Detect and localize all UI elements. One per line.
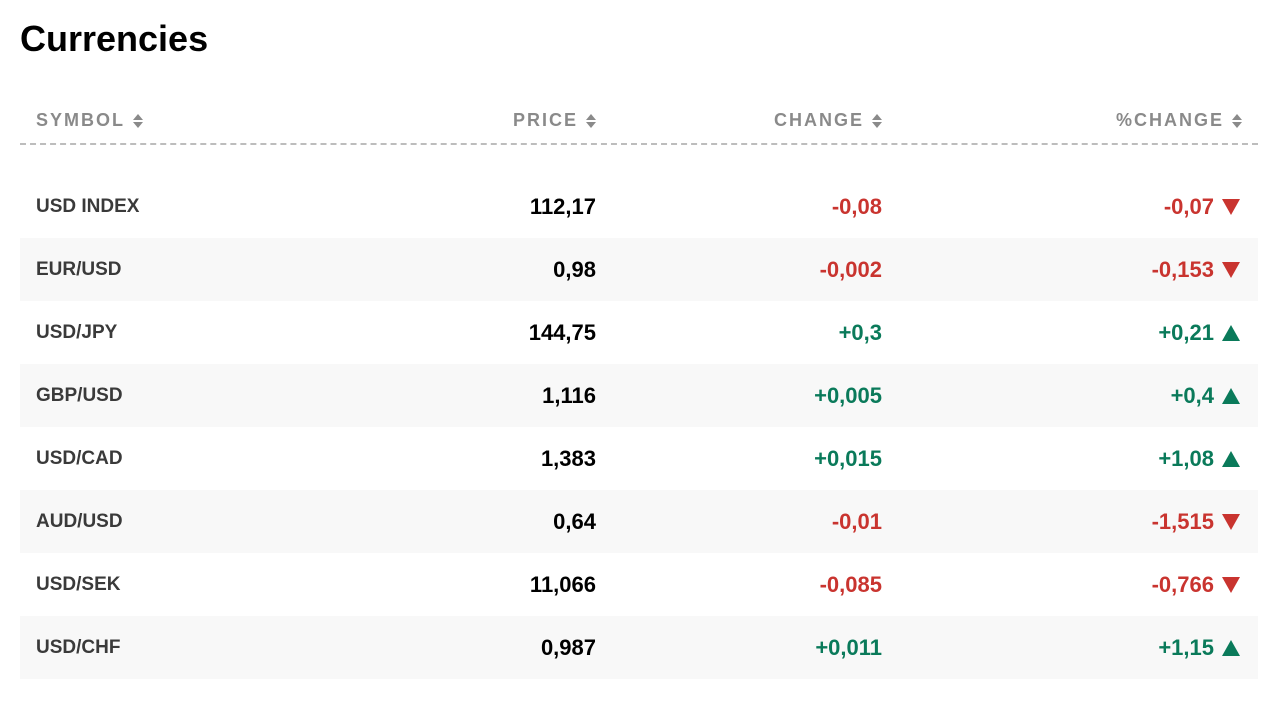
table-header: SYMBOL PRICE CHANGE %CHANGE [20,110,1258,143]
pct-change-value: +1,08 [1158,446,1214,472]
pct-change-cell: +0,4 [882,383,1242,409]
price-cell: 144,75 [336,320,596,346]
price-cell: 112,17 [336,194,596,220]
change-cell: +0,015 [596,446,882,472]
price-cell: 1,116 [336,383,596,409]
change-cell: +0,011 [596,635,882,661]
pct-change-cell: -1,515 [882,509,1242,535]
arrow-down-icon [1220,262,1242,278]
table-row[interactable]: USD INDEX112,17-0,08 -0,07 [20,175,1258,238]
symbol-cell: USD/JPY [36,322,336,344]
pct-change-cell: -0,153 [882,257,1242,283]
sort-icon[interactable] [133,114,143,128]
arrow-up-icon [1220,388,1242,404]
arrow-up-icon [1220,451,1242,467]
header-change-label: CHANGE [774,110,864,131]
pct-change-value: +0,21 [1158,320,1214,346]
table-row[interactable]: AUD/USD0,64-0,01 -1,515 [20,490,1258,553]
pct-change-cell: +0,21 [882,320,1242,346]
table-body: USD INDEX112,17-0,08-0,07EUR/USD0,98-0,0… [20,175,1258,679]
sort-icon[interactable] [872,114,882,128]
arrow-down-icon [1220,577,1242,593]
price-cell: 11,066 [336,572,596,598]
pct-change-value: -0,766 [1152,572,1214,598]
sort-icon[interactable] [586,114,596,128]
table-row[interactable]: USD/SEK11,066-0,085 -0,766 [20,553,1258,616]
header-pct-change-label: %CHANGE [1116,110,1224,131]
pct-change-value: +1,15 [1158,635,1214,661]
price-cell: 1,383 [336,446,596,472]
change-cell: -0,01 [596,509,882,535]
change-cell: +0,3 [596,320,882,346]
pct-change-value: -0,153 [1152,257,1214,283]
table-row[interactable]: GBP/USD1,116+0,005 +0,4 [20,364,1258,427]
header-price[interactable]: PRICE [336,110,596,131]
header-price-label: PRICE [513,110,578,131]
change-cell: -0,002 [596,257,882,283]
price-cell: 0,987 [336,635,596,661]
pct-change-cell: -0,766 [882,572,1242,598]
pct-change-cell: +1,15 [882,635,1242,661]
price-cell: 0,64 [336,509,596,535]
table-row[interactable]: USD/CAD1,383+0,015 +1,08 [20,427,1258,490]
pct-change-value: -0,07 [1164,194,1214,220]
table-row[interactable]: USD/JPY144,75+0,3 +0,21 [20,301,1258,364]
symbol-cell: USD/SEK [36,574,336,596]
symbol-cell: USD/CAD [36,448,336,470]
sort-icon[interactable] [1232,114,1242,128]
symbol-cell: USD/CHF [36,637,336,659]
symbol-cell: EUR/USD [36,259,336,281]
header-change[interactable]: CHANGE [596,110,882,131]
page-title: Currencies [20,18,1258,60]
header-symbol-label: SYMBOL [36,110,125,131]
symbol-cell: GBP/USD [36,385,336,407]
change-cell: -0,08 [596,194,882,220]
header-pct-change[interactable]: %CHANGE [882,110,1242,131]
table-row[interactable]: EUR/USD0,98-0,002 -0,153 [20,238,1258,301]
symbol-cell: USD INDEX [36,196,336,218]
pct-change-cell: +1,08 [882,446,1242,472]
change-cell: -0,085 [596,572,882,598]
header-divider [20,143,1258,145]
arrow-up-icon [1220,325,1242,341]
price-cell: 0,98 [336,257,596,283]
arrow-down-icon [1220,514,1242,530]
change-cell: +0,005 [596,383,882,409]
arrow-up-icon [1220,640,1242,656]
symbol-cell: AUD/USD [36,511,336,533]
header-symbol[interactable]: SYMBOL [36,110,336,131]
pct-change-value: +0,4 [1171,383,1214,409]
arrow-down-icon [1220,199,1242,215]
table-row[interactable]: USD/CHF0,987+0,011 +1,15 [20,616,1258,679]
pct-change-value: -1,515 [1152,509,1214,535]
pct-change-cell: -0,07 [882,194,1242,220]
